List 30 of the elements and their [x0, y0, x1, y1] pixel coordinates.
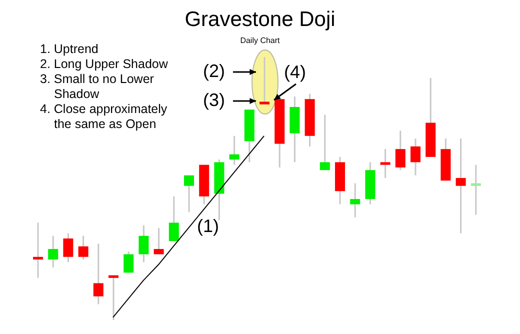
candlestick — [456, 138, 466, 234]
annotation: (1) — [197, 216, 219, 237]
annotation: 3. Small to no Lower Shadow — [40, 72, 155, 102]
candlestick — [229, 135, 240, 166]
annotation: (2) — [203, 61, 225, 82]
candlestick — [470, 164, 481, 216]
candlestick — [154, 227, 164, 255]
annotation: 4. Close approximately the same as Open — [40, 102, 168, 132]
candlestick — [78, 235, 88, 260]
candlestick — [33, 222, 43, 279]
candlestick — [138, 224, 149, 263]
candlestick — [124, 250, 134, 274]
candlestick — [260, 57, 270, 106]
candlestick — [184, 174, 194, 213]
text: 1. Uptrend — [40, 42, 100, 57]
candlestick — [380, 148, 390, 179]
candlestick — [395, 130, 406, 171]
candlestick — [320, 114, 330, 171]
chart-title: Gravestone Doji — [184, 8, 336, 32]
candlestick — [350, 182, 360, 218]
candlestick — [63, 232, 74, 263]
candlestick — [410, 138, 420, 176]
candlestick — [93, 242, 104, 305]
annotation: (3) — [203, 90, 225, 111]
chart-subtitle: Daily Chart — [240, 36, 280, 45]
candlestick — [168, 196, 179, 242]
candlestick — [108, 274, 118, 320]
annotation: (4) — [284, 62, 306, 83]
annotation: 2. Long Upper Shadow — [40, 57, 169, 72]
candlestick — [48, 235, 58, 268]
